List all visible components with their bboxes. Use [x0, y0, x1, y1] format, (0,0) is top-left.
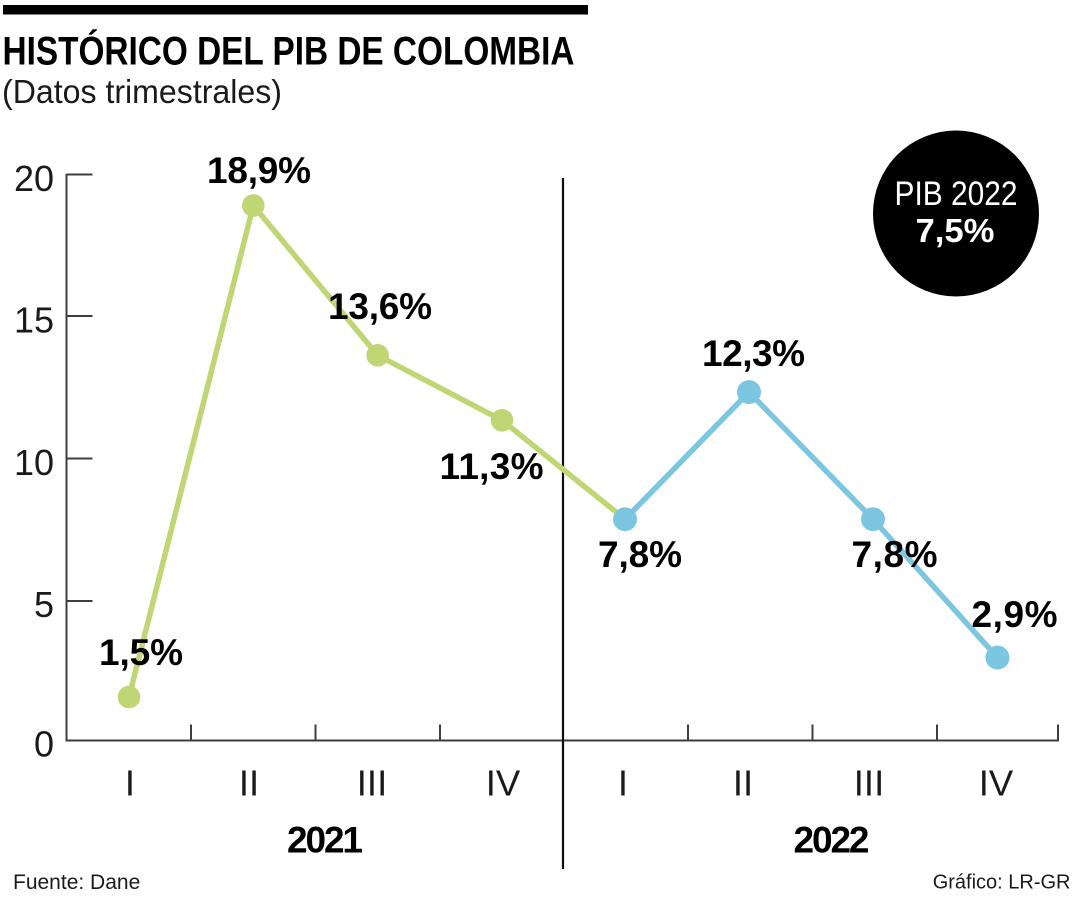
svg-text:1,5%: 1,5% — [99, 632, 183, 673]
svg-text:5: 5 — [34, 584, 54, 625]
svg-text:Fuente: Dane: Fuente: Dane — [13, 871, 140, 894]
svg-text:13,6%: 13,6% — [328, 286, 432, 327]
svg-text:0: 0 — [34, 724, 54, 765]
svg-text:12,3%: 12,3% — [702, 333, 805, 374]
svg-text:HISTÓRICO DEL PIB DE COLOMBIA: HISTÓRICO DEL PIB DE COLOMBIA — [3, 28, 575, 74]
svg-text:PIB 2022: PIB 2022 — [895, 175, 1018, 213]
svg-text:2021: 2021 — [287, 820, 363, 861]
svg-text:II: II — [733, 763, 753, 804]
svg-text:20: 20 — [14, 158, 54, 199]
svg-text:Gráfico: LR-GR: Gráfico: LR-GR — [933, 872, 1071, 894]
svg-text:7,5%: 7,5% — [916, 212, 995, 249]
svg-text:2022: 2022 — [794, 820, 870, 861]
svg-text:10: 10 — [14, 442, 54, 483]
svg-text:(Datos trimestrales): (Datos trimestrales) — [2, 73, 282, 110]
svg-text:7,8%: 7,8% — [852, 534, 938, 575]
svg-text:II: II — [239, 763, 259, 804]
svg-text:IV: IV — [486, 763, 521, 804]
svg-text:III: III — [854, 763, 884, 804]
svg-text:I: I — [125, 763, 135, 804]
svg-text:IV: IV — [979, 763, 1014, 804]
svg-text:7,8%: 7,8% — [598, 534, 682, 575]
svg-text:2,9%: 2,9% — [972, 594, 1058, 635]
svg-text:18,9%: 18,9% — [207, 150, 311, 191]
svg-text:III: III — [357, 763, 387, 804]
svg-text:I: I — [618, 763, 628, 804]
svg-text:11,3%: 11,3% — [440, 446, 544, 487]
svg-text:15: 15 — [14, 300, 54, 341]
